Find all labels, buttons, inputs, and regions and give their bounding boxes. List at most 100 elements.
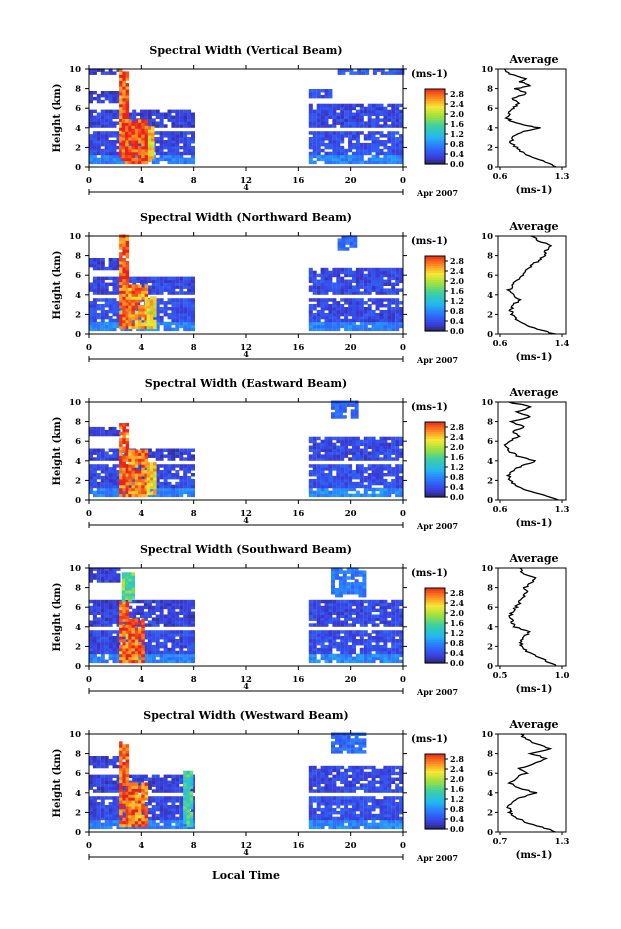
date-month-label: Apr 2007 bbox=[416, 355, 458, 365]
heatmap-cell bbox=[375, 478, 380, 483]
heatmap-cell bbox=[112, 799, 117, 803]
heatmap-cell bbox=[187, 279, 192, 283]
average-x-tick-label: 0.6 bbox=[493, 172, 508, 182]
heatmap-cell bbox=[155, 288, 160, 292]
heatmap-cell bbox=[112, 124, 117, 128]
heatmap-cell bbox=[92, 432, 97, 437]
heatmap-cell bbox=[167, 608, 172, 613]
heatmap-cell bbox=[119, 630, 123, 634]
heatmap-cell bbox=[112, 148, 117, 153]
heatmap-cell bbox=[187, 121, 192, 125]
heatmap-cell bbox=[367, 617, 372, 621]
heatmap-cell bbox=[140, 282, 144, 286]
heatmap-cell bbox=[328, 106, 333, 111]
heatmap-cell bbox=[143, 282, 148, 286]
heatmap-cell bbox=[167, 484, 172, 489]
heatmap-cell bbox=[187, 490, 192, 495]
colorbar-tick-label: 2.0 bbox=[450, 608, 464, 618]
heatmap-cell bbox=[167, 633, 172, 637]
heatmap-cell bbox=[112, 484, 117, 489]
heatmap-cell bbox=[367, 142, 372, 147]
heatmap-cell bbox=[100, 432, 105, 437]
heatmap-cell bbox=[332, 451, 337, 455]
heatmap-cell bbox=[312, 307, 317, 311]
heatmap-cell bbox=[187, 457, 192, 461]
heatmap-cell bbox=[359, 608, 364, 613]
heatmap-cell bbox=[179, 309, 184, 314]
heatmap-cell bbox=[149, 319, 154, 324]
heatmap-cell bbox=[363, 312, 368, 317]
heatmap-cell bbox=[183, 298, 188, 302]
heatmap-cell bbox=[141, 653, 145, 658]
heatmap-cell bbox=[92, 478, 97, 483]
heatmap-cell bbox=[191, 134, 195, 138]
heatmap-cell bbox=[167, 481, 172, 486]
heatmap-cell bbox=[122, 263, 126, 268]
heatmap-cell bbox=[183, 315, 188, 320]
heatmap-cell bbox=[395, 140, 400, 144]
heatmap-cell bbox=[138, 478, 142, 483]
heatmap-cell bbox=[167, 650, 172, 655]
heatmap-cell bbox=[131, 145, 135, 150]
heatmap-cell bbox=[119, 77, 123, 81]
heatmap-cell bbox=[324, 457, 329, 461]
heatmap-cell bbox=[387, 134, 392, 138]
heatmap-cell bbox=[122, 310, 126, 315]
heatmap-cell bbox=[119, 310, 123, 315]
heatmap-cell bbox=[340, 630, 345, 634]
heatmap-cell bbox=[179, 279, 184, 283]
heatmap-cell bbox=[187, 291, 192, 295]
colorbar-segment bbox=[425, 627, 445, 631]
heatmap-cell bbox=[320, 106, 325, 111]
heatmap-cell bbox=[328, 309, 333, 314]
heatmap-cell bbox=[100, 148, 105, 153]
heatmap-cell bbox=[187, 611, 192, 615]
heatmap-cell bbox=[391, 656, 396, 661]
heatmap-cell bbox=[308, 439, 313, 444]
heatmap-cell bbox=[383, 448, 388, 452]
heatmap-cell bbox=[125, 145, 129, 150]
heatmap-cell bbox=[328, 478, 333, 483]
heatmap-cell bbox=[159, 318, 164, 323]
heatmap-cell bbox=[138, 633, 142, 637]
heatmap-cell bbox=[92, 641, 97, 646]
y-tick-label: 2 bbox=[75, 476, 81, 486]
heatmap-cell bbox=[141, 287, 145, 291]
heatmap-cell bbox=[344, 148, 349, 153]
heatmap-cell bbox=[96, 426, 101, 431]
heatmap-cell bbox=[155, 653, 160, 658]
heatmap-cell bbox=[119, 437, 123, 442]
heatmap-cell bbox=[395, 151, 400, 156]
heatmap-cell bbox=[147, 454, 152, 458]
heatmap-cell bbox=[167, 659, 172, 664]
heatmap-cell bbox=[395, 282, 400, 286]
heatmap-cell bbox=[183, 282, 188, 286]
heatmap-cell bbox=[359, 599, 364, 604]
heatmap-cell bbox=[367, 160, 372, 165]
heatmap-cell bbox=[171, 659, 176, 664]
heatmap-cell bbox=[131, 310, 135, 315]
heatmap-cell bbox=[332, 617, 337, 621]
heatmap-cell bbox=[375, 457, 380, 461]
heatmap-cell bbox=[128, 296, 132, 300]
heatmap-cell bbox=[92, 260, 97, 265]
heatmap-cell bbox=[163, 327, 168, 332]
heatmap-cell bbox=[355, 617, 360, 621]
heatmap-cell bbox=[336, 288, 341, 292]
heatmap-cell bbox=[108, 151, 113, 156]
heatmap-cell bbox=[312, 315, 317, 320]
heatmap-cell bbox=[350, 573, 355, 577]
heatmap-cell bbox=[332, 457, 337, 461]
heatmap-cell bbox=[183, 312, 188, 317]
heatmap-cell bbox=[121, 575, 126, 579]
heatmap-cell bbox=[128, 276, 133, 281]
heatmap-cell bbox=[144, 134, 149, 138]
heatmap-cell bbox=[122, 305, 126, 309]
heatmap-cell bbox=[342, 570, 347, 574]
heatmap-cell bbox=[183, 301, 188, 305]
heatmap-cell bbox=[175, 276, 180, 281]
heatmap-cell bbox=[363, 142, 368, 147]
heatmap-cell bbox=[144, 145, 149, 150]
colorbar-segment bbox=[425, 121, 445, 125]
heatmap-cell bbox=[391, 644, 396, 649]
